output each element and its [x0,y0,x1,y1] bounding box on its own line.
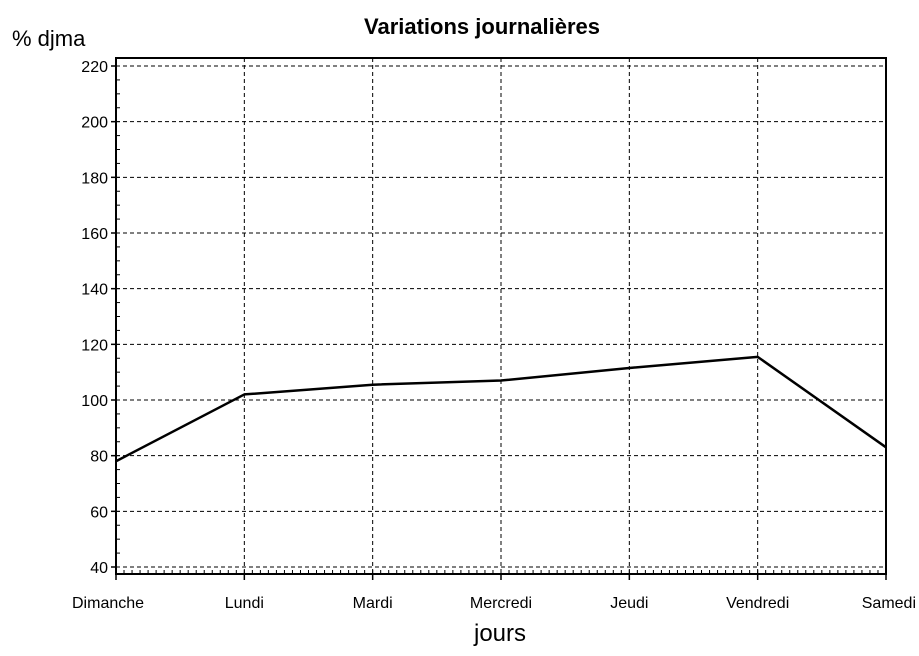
grid [115,58,887,574]
y-tick-label: 220 [81,59,108,76]
plot-frame [115,57,887,575]
y-tick-label: 160 [81,226,108,243]
x-axis-label: jours [473,620,526,647]
x-tick-label: Mercredi [470,595,532,612]
x-tick-label: Jeudi [610,595,648,612]
x-tick-label: Samedi [862,595,916,612]
y-tick-label: 100 [81,393,108,410]
y-tick-label: 60 [90,504,108,521]
y-tick-label: 200 [81,115,108,132]
y-tick-label: 80 [90,449,108,466]
x-tick-label: Lundi [225,595,264,612]
chart-title: Variations journalières [364,14,600,39]
y-tick-label: 180 [81,170,108,187]
y-axis-label: % djma [12,26,86,51]
y-tick-label: 140 [81,282,108,299]
x-tick-label: Dimanche [72,595,144,612]
series-layer [115,355,887,463]
axes: 40 60 80 100 120 140 160 180 200 220 Dimanche Lundi… [72,57,916,612]
x-tick-label: Mardi [353,595,393,612]
y-tick-label: 40 [90,560,108,577]
y-tick-label: 120 [81,337,108,354]
x-tick-label: Vendredi [726,595,789,612]
